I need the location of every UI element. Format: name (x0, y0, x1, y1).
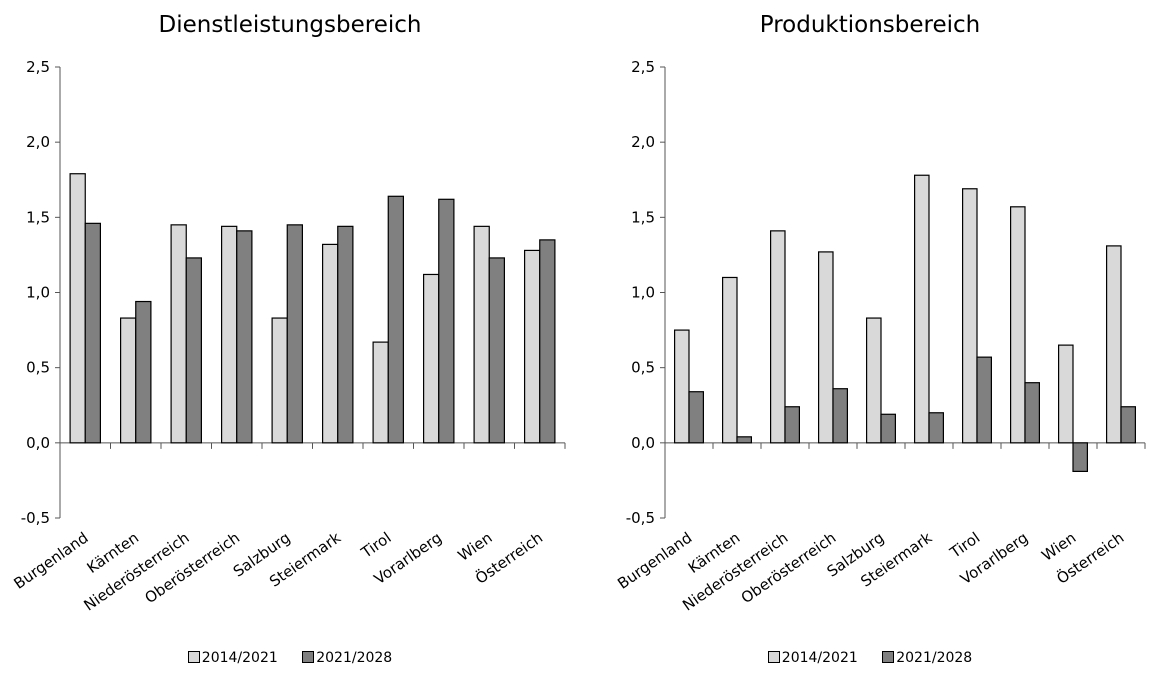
bar (84, 222, 101, 444)
bar (1072, 442, 1088, 472)
y-tick-label: 0,5 (26, 359, 50, 377)
bar (523, 249, 541, 444)
category-label: Burgenland (614, 529, 695, 593)
bar (539, 239, 556, 444)
bar (784, 406, 800, 444)
legend-swatch (187, 651, 200, 663)
bar (438, 198, 455, 444)
bar (770, 230, 786, 444)
y-tick-label: 0,5 (631, 359, 655, 377)
bar (322, 243, 339, 444)
bar (387, 195, 404, 444)
bar (722, 276, 738, 444)
chart-svg: -0,50,00,51,01,52,02,5BurgenlandKärntenN… (10, 58, 566, 615)
bar (185, 257, 202, 444)
legend-swatch (882, 651, 895, 663)
legend-label: 2021/2028 (316, 650, 393, 666)
legend-label: 2014/2021 (201, 650, 278, 666)
chart-panel-dienstleistung: Dienstleistungsbereich -0,5 0,0 0,5 1,0 1,5 2… (0, 12, 580, 666)
y-tick-label: 2,5 (631, 58, 655, 76)
bar (866, 317, 882, 444)
bar (1105, 245, 1122, 444)
bar (1120, 406, 1136, 444)
bar (170, 224, 187, 444)
bar (962, 188, 978, 444)
y-tick-label: -0,5 (626, 509, 655, 527)
chart-panel-produktion: Produktionsbereich -0,5 0,0 0,5 1,0 1,5 2,0 2,… (580, 0, 1160, 694)
bar (119, 317, 137, 444)
bar (673, 329, 690, 444)
bar (928, 412, 944, 444)
bar (221, 225, 238, 444)
y-tick-label: 1,0 (26, 284, 50, 302)
chart-legend: 2014/2021 2021/2028 (0, 650, 580, 666)
bar (286, 224, 303, 444)
bar (423, 273, 440, 444)
bar (488, 257, 505, 444)
category-label: Wien (455, 529, 496, 565)
y-tick-label: 1,5 (631, 208, 655, 226)
bar (914, 174, 930, 444)
bar (976, 356, 992, 444)
legend-swatch (767, 651, 780, 663)
bar (69, 173, 86, 444)
bar (1024, 382, 1040, 444)
bar (736, 436, 752, 444)
legend-item: 2021/2028 (882, 650, 972, 666)
y-tick-label: 1,5 (26, 208, 50, 226)
bar (236, 230, 253, 444)
legend-label: 2014/2021 (781, 650, 858, 666)
y-tick-label: 0,0 (631, 434, 655, 452)
bar (688, 391, 704, 444)
bar (372, 341, 389, 444)
y-tick-label: 2,5 (26, 58, 50, 76)
category-label: Tirol (946, 529, 983, 563)
bar (271, 317, 288, 444)
legend-label: 2021/2028 (896, 650, 973, 666)
y-tick-label: 1,0 (631, 284, 655, 302)
legend-item: 2014/2021 (767, 650, 858, 666)
legend-item: 2021/2028 (302, 650, 392, 666)
chart-legend: 2014/2021 2021/2028 (580, 650, 1160, 666)
bar (832, 388, 848, 444)
legend-item: 2014/2021 (187, 650, 278, 666)
y-tick-label: 2,0 (26, 133, 50, 151)
y-tick-label: 2,0 (631, 133, 655, 151)
category-label: Burgenland (10, 529, 91, 593)
bar (1058, 344, 1074, 444)
bar (818, 251, 834, 444)
bar (880, 413, 896, 444)
category-label: Tirol (357, 529, 394, 563)
chart-title: Dienstleistungsbereich (158, 12, 422, 38)
chart-svg: -0,50,00,51,01,52,02,5BurgenlandKärntenN… (614, 58, 1146, 615)
bar (1010, 206, 1026, 444)
bar (135, 300, 152, 444)
y-tick-label: 0,0 (26, 434, 50, 452)
legend-swatch (302, 651, 315, 663)
y-tick-label: -0,5 (21, 509, 50, 527)
bar (337, 225, 354, 444)
bar (473, 225, 490, 444)
chart-title: Produktionsbereich (759, 12, 981, 38)
